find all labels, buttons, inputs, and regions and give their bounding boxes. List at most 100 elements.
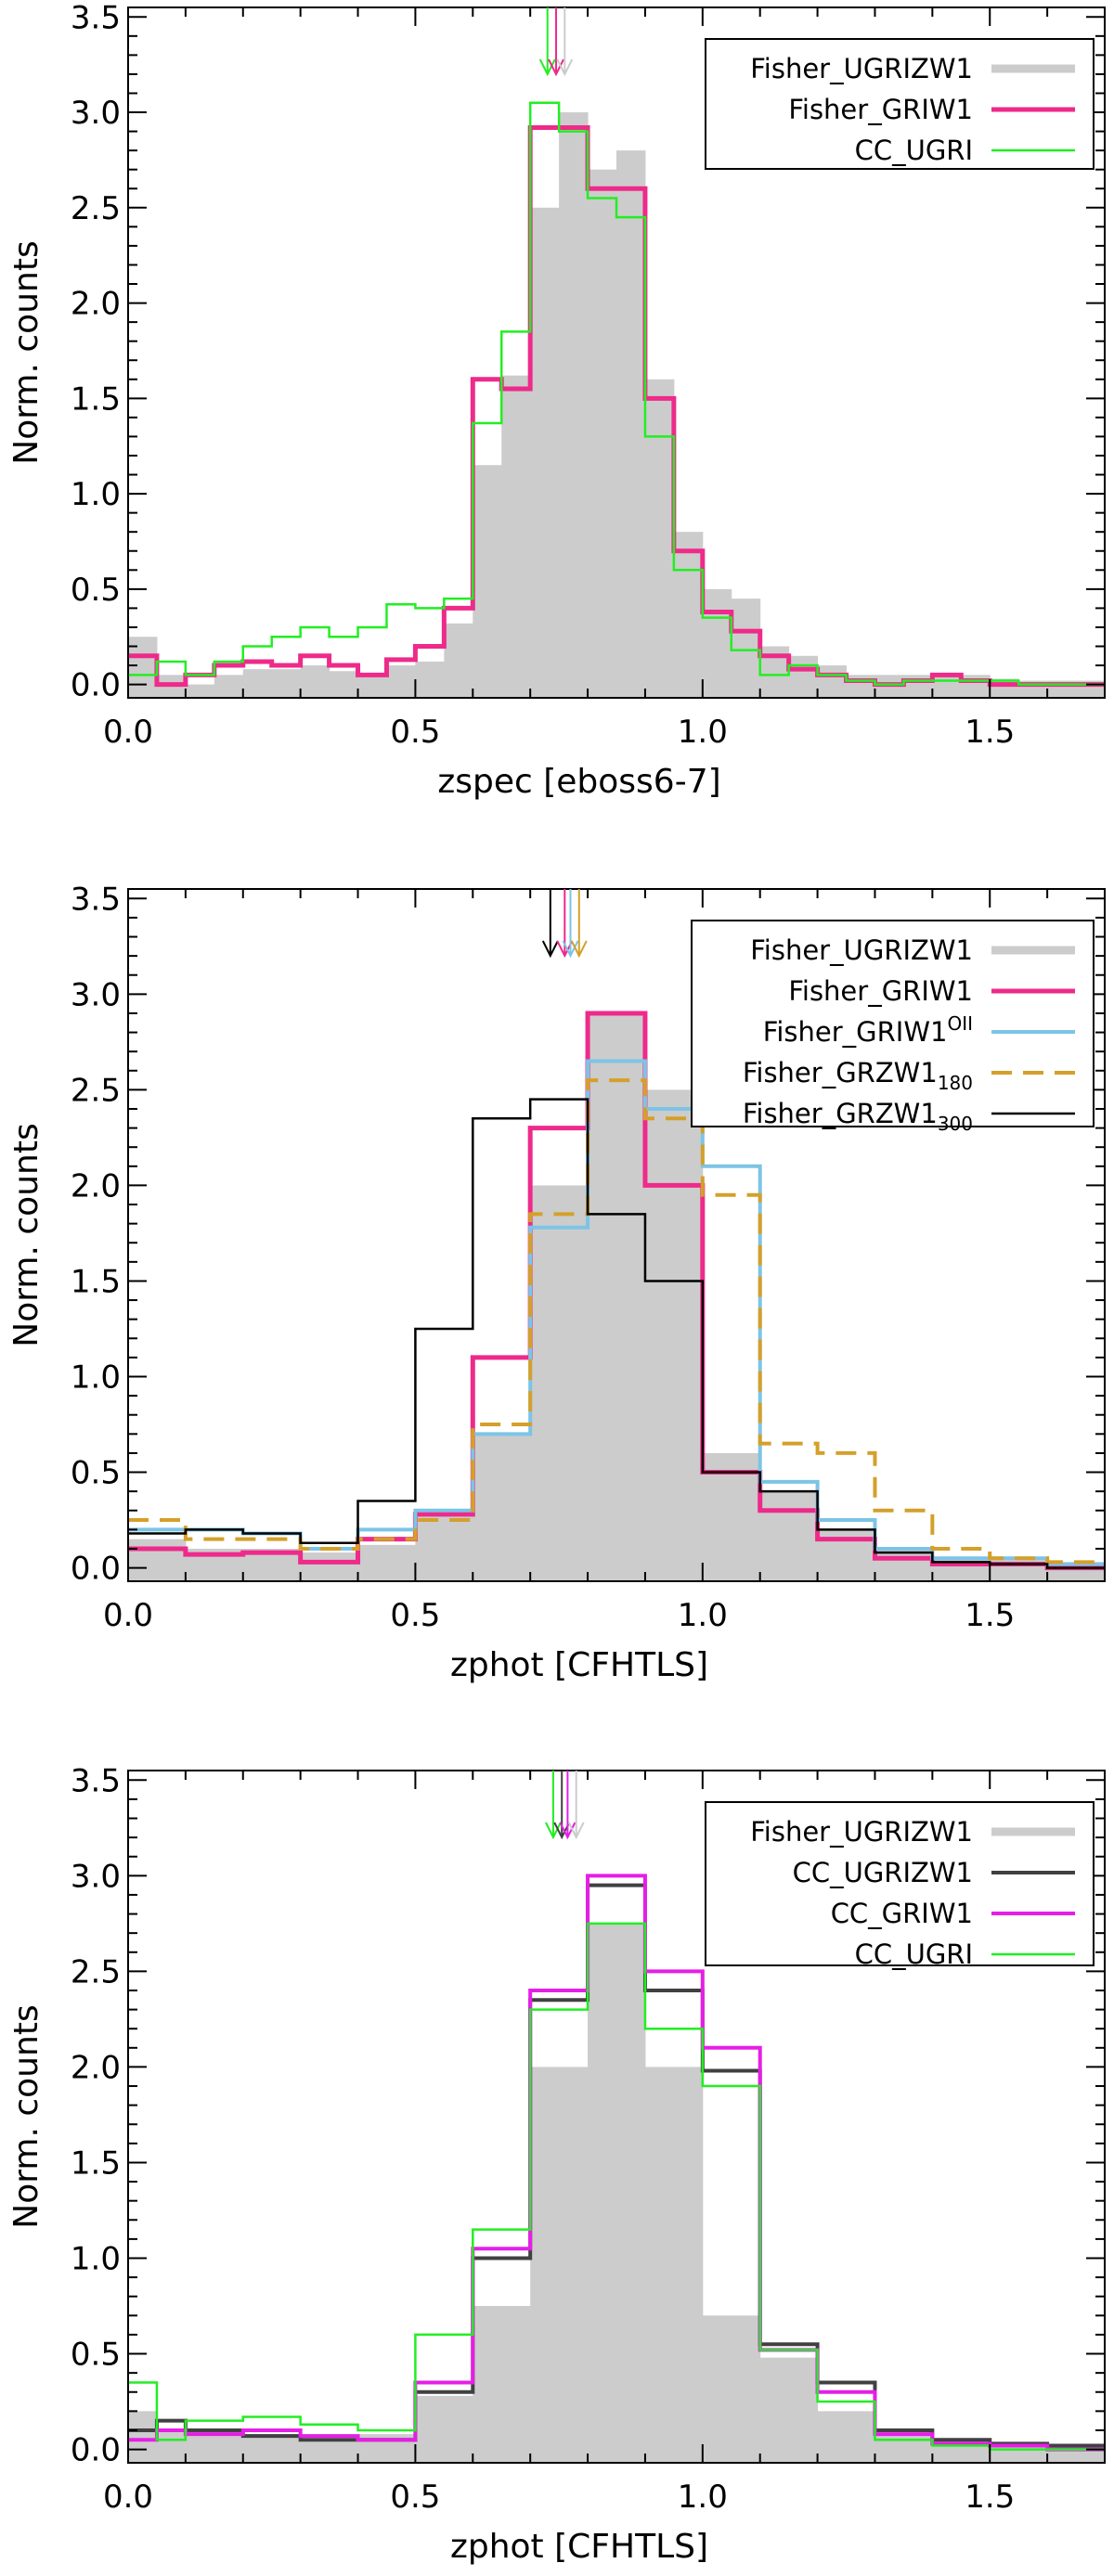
legend-label: Fisher_GRIW1 xyxy=(788,975,973,1007)
bar xyxy=(128,2411,158,2463)
y-tick-label: 1.0 xyxy=(71,1359,121,1396)
legend-label: Fisher_GRZW1180 xyxy=(743,1057,973,1094)
legend-label: Fisher_GRIW1 xyxy=(788,94,973,125)
y-axis: 0.0 0.5 1.0 1.5 2.0 2.5 3.0 3.5 xyxy=(71,881,1105,1588)
series-2-5-line xyxy=(128,1098,1105,1569)
series-3-4-line xyxy=(128,1922,1105,2451)
x-axis: 0.0 0.5 1.0 1.5 xyxy=(103,889,1106,1634)
y-tick-label: 2.0 xyxy=(71,2049,121,2086)
bar xyxy=(759,2357,819,2463)
x-tick-label: 1.5 xyxy=(965,2479,1015,2516)
mean-arrow-head xyxy=(559,1822,576,1840)
x-tick-label: 1.0 xyxy=(678,714,728,751)
bar xyxy=(357,1544,416,1581)
legend-label: CC_UGRI xyxy=(855,135,973,166)
plot-frame xyxy=(127,1770,1106,2464)
legend-label: CC_UGRIZW1 xyxy=(793,1857,973,1888)
bar xyxy=(530,207,560,699)
y-tick-label: 0.0 xyxy=(71,1551,121,1588)
bar xyxy=(817,665,848,698)
bar xyxy=(702,2315,761,2463)
bar xyxy=(271,669,302,698)
bar xyxy=(817,2411,875,2463)
series-2-2-line xyxy=(128,1011,1105,1571)
x-axis: 0.0 0.5 1.0 1.5 xyxy=(103,1771,1106,2516)
bar xyxy=(559,112,589,698)
bar xyxy=(874,1548,933,1581)
mean-arrow-head xyxy=(570,940,588,959)
bar xyxy=(415,661,445,698)
y-tick-label: 2.0 xyxy=(71,1167,121,1204)
y-axis-title: Norm. counts xyxy=(7,1123,45,1346)
series-3-1-bars xyxy=(128,1923,1106,2463)
legend-box xyxy=(705,38,1095,170)
chart-panel-3: 0.0 0.5 1.0 1.5 0.0 0.5 1.0 1.5 2.0 2.5 3.0 3.5 zpho… xyxy=(7,1762,1106,2566)
bar xyxy=(673,532,704,698)
bar xyxy=(616,150,646,698)
y-tick-label: 3.5 xyxy=(71,1762,121,1799)
mean-arrow-head xyxy=(567,1822,585,1840)
series-2-4-line xyxy=(128,1078,1105,1565)
y-tick-label: 3.5 xyxy=(71,0,121,36)
legend-label: Fisher_GRZW1300 xyxy=(743,1098,973,1135)
x-tick-label: 1.5 xyxy=(965,1597,1015,1634)
mean-arrow-head xyxy=(538,58,556,77)
legend: Fisher_UGRIZW1 CC_UGRIZW1 CC_GRIW1 CC_UGRI xyxy=(705,1801,1095,1970)
bar xyxy=(242,669,273,698)
mean-arrow-head xyxy=(548,58,564,77)
bar xyxy=(300,1552,359,1581)
mean-arrows xyxy=(538,7,574,77)
bar xyxy=(702,588,732,698)
mean-arrow-head xyxy=(541,940,559,959)
bar xyxy=(588,1012,646,1581)
x-tick-label: 0.5 xyxy=(390,714,440,751)
x-axis-title: zphot [CFHTLS] xyxy=(450,2528,708,2566)
legend: Fisher_UGRIZW1 Fisher_GRIW1 Fisher_GRIW1OI… xyxy=(691,920,1095,1135)
bar xyxy=(501,375,531,698)
plot-frame xyxy=(127,888,1106,1582)
mean-arrow-head xyxy=(562,940,579,959)
y-tick-label: 1.5 xyxy=(71,380,121,418)
y-tick-label: 2.0 xyxy=(71,286,121,323)
bar xyxy=(530,1185,589,1581)
y-tick-label: 3.5 xyxy=(71,881,121,918)
mean-arrow-head xyxy=(545,1822,562,1840)
y-tick-label: 3.0 xyxy=(71,95,121,132)
bar xyxy=(415,2395,473,2463)
y-tick-label: 0.5 xyxy=(71,1455,121,1492)
y-tick-label: 1.0 xyxy=(71,476,121,513)
legend: Fisher_UGRIZW1 Fisher_GRIW1 CC_UGRI xyxy=(705,38,1095,170)
bar xyxy=(185,684,215,698)
mean-arrows xyxy=(541,889,588,959)
bar xyxy=(415,1510,473,1581)
chart-panel-1: 0.0 0.5 1.0 1.5 0.0 0.5 1.0 1.5 2.0 2.5 3.0 3.5 zspe… xyxy=(7,0,1106,801)
bar xyxy=(788,655,819,698)
x-tick-label: 1.0 xyxy=(678,2479,728,2516)
y-axis-title: Norm. counts xyxy=(7,2004,45,2228)
x-tick-label: 0.5 xyxy=(390,1597,440,1634)
bar xyxy=(644,2067,704,2463)
bar xyxy=(644,1089,704,1581)
x-tick-label: 0.0 xyxy=(103,2479,153,2516)
y-tick-label: 0.0 xyxy=(71,667,121,704)
bar xyxy=(588,169,617,698)
legend-label: Fisher_UGRIZW1 xyxy=(750,934,973,966)
x-tick-label: 1.5 xyxy=(965,714,1015,751)
x-axis-title: zspec [eboss6-7] xyxy=(437,763,720,801)
y-tick-label: 2.5 xyxy=(71,1072,121,1109)
chart-panel-2: 0.0 0.5 1.0 1.5 0.0 0.5 1.0 1.5 2.0 2.5 3.0 3.5 zpho… xyxy=(7,881,1106,1684)
x-tick-label: 0.0 xyxy=(103,1597,153,1634)
x-axis-title: zphot [CFHTLS] xyxy=(450,1646,708,1684)
bar xyxy=(473,1434,531,1581)
bar xyxy=(644,379,675,698)
bar xyxy=(214,675,244,698)
bar xyxy=(329,671,359,698)
bar xyxy=(874,2434,933,2463)
bar xyxy=(588,1923,646,2463)
y-tick-label: 0.5 xyxy=(71,2337,121,2374)
bar xyxy=(731,599,761,698)
legend-label: CC_UGRI xyxy=(855,1938,973,1970)
bar xyxy=(128,1539,187,1581)
bar xyxy=(530,2067,589,2463)
